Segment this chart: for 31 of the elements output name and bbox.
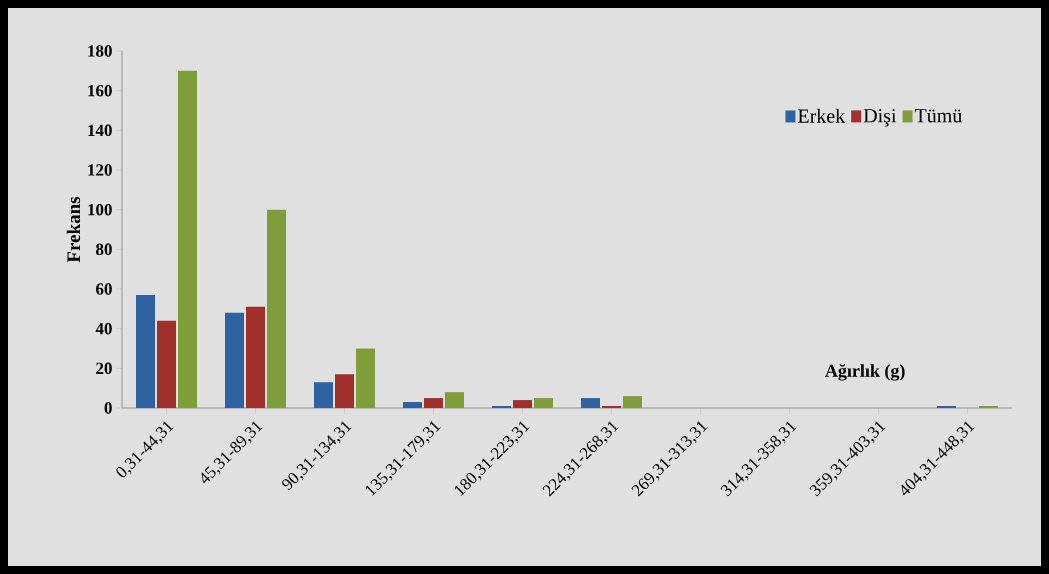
bar bbox=[581, 398, 601, 408]
bar bbox=[314, 382, 333, 408]
bar bbox=[623, 396, 643, 408]
bar bbox=[424, 398, 444, 408]
y-tick-label: 0 bbox=[104, 402, 112, 414]
y-tick-label: 100 bbox=[88, 203, 112, 216]
legend-label: Erkek bbox=[798, 108, 846, 123]
legend-label: Dişi bbox=[863, 109, 897, 127]
bar bbox=[246, 306, 265, 408]
y-tick-label: 180 bbox=[88, 45, 112, 57]
bar bbox=[356, 348, 375, 408]
bar bbox=[335, 374, 354, 408]
bar bbox=[267, 209, 286, 408]
x-axis-title: Ağırlık (g) bbox=[825, 363, 905, 381]
bar bbox=[136, 294, 155, 408]
y-tick-label: 80 bbox=[96, 243, 112, 256]
bar bbox=[534, 398, 554, 408]
y-axis-title: Frekans bbox=[66, 196, 81, 263]
y-tick-label: 20 bbox=[96, 362, 112, 375]
bar bbox=[445, 392, 464, 408]
bar bbox=[403, 402, 423, 408]
bar bbox=[225, 312, 244, 408]
y-tick-label: 40 bbox=[95, 322, 112, 335]
bar bbox=[157, 320, 176, 408]
y-tick-label: 120 bbox=[88, 164, 112, 176]
legend-label: Tümü bbox=[914, 109, 962, 123]
y-tick-label: 140 bbox=[88, 124, 112, 137]
bar bbox=[178, 70, 197, 408]
bar bbox=[513, 400, 533, 408]
y-tick-label: 160 bbox=[88, 84, 112, 97]
y-tick-label: 60 bbox=[96, 283, 112, 295]
